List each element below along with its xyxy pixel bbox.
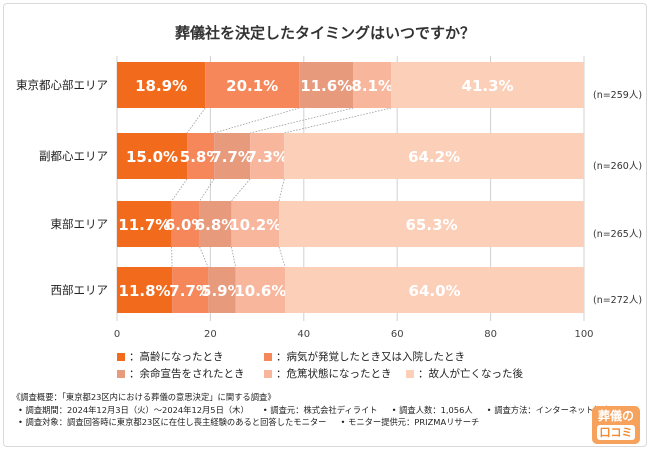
- bar-segment: [117, 133, 188, 179]
- note-item: • モニター提供元：PRIZMAリサーチ: [340, 417, 480, 427]
- bar-segment: [279, 201, 584, 247]
- bar-segment: [187, 133, 215, 179]
- x-tick-label: 80: [484, 329, 497, 340]
- data-label: 5.8%: [180, 148, 222, 166]
- connector-line: [231, 246, 237, 268]
- data-label: 7.3%: [246, 148, 288, 166]
- bar-segment: [172, 267, 209, 313]
- bar-segment: [117, 201, 172, 247]
- connector-line: [231, 178, 251, 202]
- data-label: 18.9%: [135, 77, 187, 95]
- data-label: 11.8%: [119, 282, 171, 300]
- data-label: 64.2%: [408, 148, 460, 166]
- data-label: 15.0%: [126, 148, 178, 166]
- data-label: 6.8%: [195, 216, 237, 234]
- legend-swatch: [406, 370, 414, 378]
- logo-line-1: 葬儀の: [597, 409, 634, 423]
- connector-line: [199, 178, 215, 202]
- sample-size-label: (n=259人): [593, 90, 643, 101]
- data-label: 65.3%: [406, 216, 458, 234]
- connector-line: [186, 107, 206, 134]
- bar-segment: [391, 62, 584, 108]
- stacked-bar-chart: 0 20 40 60 80 100 18.9% 20.1% 11.6% 8.1% 41.3% 15.0…: [114, 56, 594, 340]
- connector-line: [278, 178, 285, 202]
- bar-segment: [235, 267, 286, 313]
- legend-item: ：故人が亡くなった後: [406, 366, 523, 381]
- chart-card: 葬儀社を決定したタイミングはいつですか？ 東京都心部エリア (n=259人) 副都心…: [3, 3, 647, 447]
- legend-item: ：余命宣告をされたとき: [117, 366, 245, 381]
- connector-line: [214, 107, 300, 134]
- x-tick-label: 100: [574, 329, 593, 340]
- connector-line: [250, 107, 354, 134]
- data-label: 6.0%: [165, 216, 207, 234]
- category-label: 西部エリア: [50, 283, 109, 297]
- site-logo: 葬儀の 口コミ: [592, 406, 640, 444]
- legend-item: ：病気が発覚したとき又は入院したとき: [264, 349, 465, 364]
- x-tick-label: 60: [391, 329, 404, 340]
- bar-segment: [117, 267, 173, 313]
- sample-size-label: (n=260人): [593, 161, 643, 172]
- data-label: 10.6%: [234, 282, 286, 300]
- bar-segment: [285, 267, 584, 313]
- note-item: • 調査期間：2024年12月3日（火）〜2024年12月5日（木）: [18, 404, 249, 415]
- x-tick-label: 20: [204, 329, 217, 340]
- category-label: 副都心エリア: [39, 149, 108, 163]
- bar-segment: [299, 62, 354, 108]
- bar-segment: [231, 201, 280, 247]
- data-label: 10.2%: [229, 216, 281, 234]
- connector-line: [284, 107, 392, 134]
- legend-label: ：病気が発覚したとき又は入院したとき: [276, 351, 465, 363]
- bar-segment: [171, 201, 200, 247]
- data-label: 8.1%: [351, 77, 393, 95]
- data-label: 7.7%: [211, 148, 253, 166]
- bar-segment: [284, 133, 584, 179]
- bar-segment: [208, 267, 236, 313]
- category-label: 東京都心部エリア: [16, 78, 108, 92]
- legend-swatch: [264, 370, 272, 378]
- bar-segment: [199, 201, 232, 247]
- legend-swatch: [117, 370, 125, 378]
- legend-swatch: [117, 353, 125, 361]
- bar-segment: [353, 62, 392, 108]
- notes-line-3: • 調査対象：調査回答時に東京都23区に在住し喪主経験のあると回答したモニター •…: [12, 416, 624, 429]
- bar-segment: [205, 62, 300, 108]
- legend-label: ：危篤状態になったとき: [276, 368, 392, 380]
- x-tick-label: 40: [297, 329, 310, 340]
- sample-size-label: (n=265人): [593, 229, 643, 240]
- data-label: 41.3%: [462, 77, 514, 95]
- connector-line: [278, 246, 286, 268]
- legend-label: ：余命宣告をされたとき: [129, 368, 245, 380]
- notes-heading: 《調査概要：「東京都23区内における葬儀の意思決定」に関する調査》: [12, 392, 276, 402]
- notes-line-2: • 調査期間：2024年12月3日（火）〜2024年12月5日（木） • 調査元：…: [12, 404, 624, 417]
- legend-item: ：高齢になったとき: [117, 349, 224, 364]
- bar-segment: [250, 133, 285, 179]
- bar-segment: [214, 133, 251, 179]
- note-item: • 調査人数：1,056人: [391, 404, 473, 415]
- x-tick-label: 0: [114, 329, 120, 340]
- legend-swatch: [264, 353, 272, 361]
- data-label: 11.7%: [118, 216, 170, 234]
- note-item: • 調査対象：調査回答時に東京都23区に在住し喪主経験のあると回答したモニター: [18, 417, 327, 427]
- note-item: • 調査元：株式会社ディライト: [262, 404, 378, 415]
- connector-line: [171, 178, 188, 202]
- data-label: 64.0%: [409, 282, 461, 300]
- data-label: 20.1%: [226, 77, 278, 95]
- bar-segment: [117, 62, 206, 108]
- legend-item: ：危篤状態になったとき: [264, 366, 392, 381]
- data-label: 7.7%: [169, 282, 211, 300]
- data-label: 11.6%: [300, 77, 352, 95]
- sample-size-label: (n=272人): [593, 295, 643, 306]
- data-label: 5.9%: [201, 282, 243, 300]
- legend-label: ：高齢になったとき: [129, 351, 224, 363]
- logo-line-2: 口コミ: [597, 425, 635, 440]
- chart-title: 葬儀社を決定したタイミングはいつですか？: [174, 24, 475, 42]
- legend-label: ：故人が亡くなった後: [418, 368, 523, 380]
- connector-line: [199, 246, 209, 268]
- survey-notes: 《調査概要：「東京都23区内における葬儀の意思決定」に関する調査》 • 調査期間…: [12, 391, 624, 429]
- note-item: • 調査方法：インターネット調査: [486, 404, 611, 415]
- category-label: 東部エリア: [50, 217, 109, 231]
